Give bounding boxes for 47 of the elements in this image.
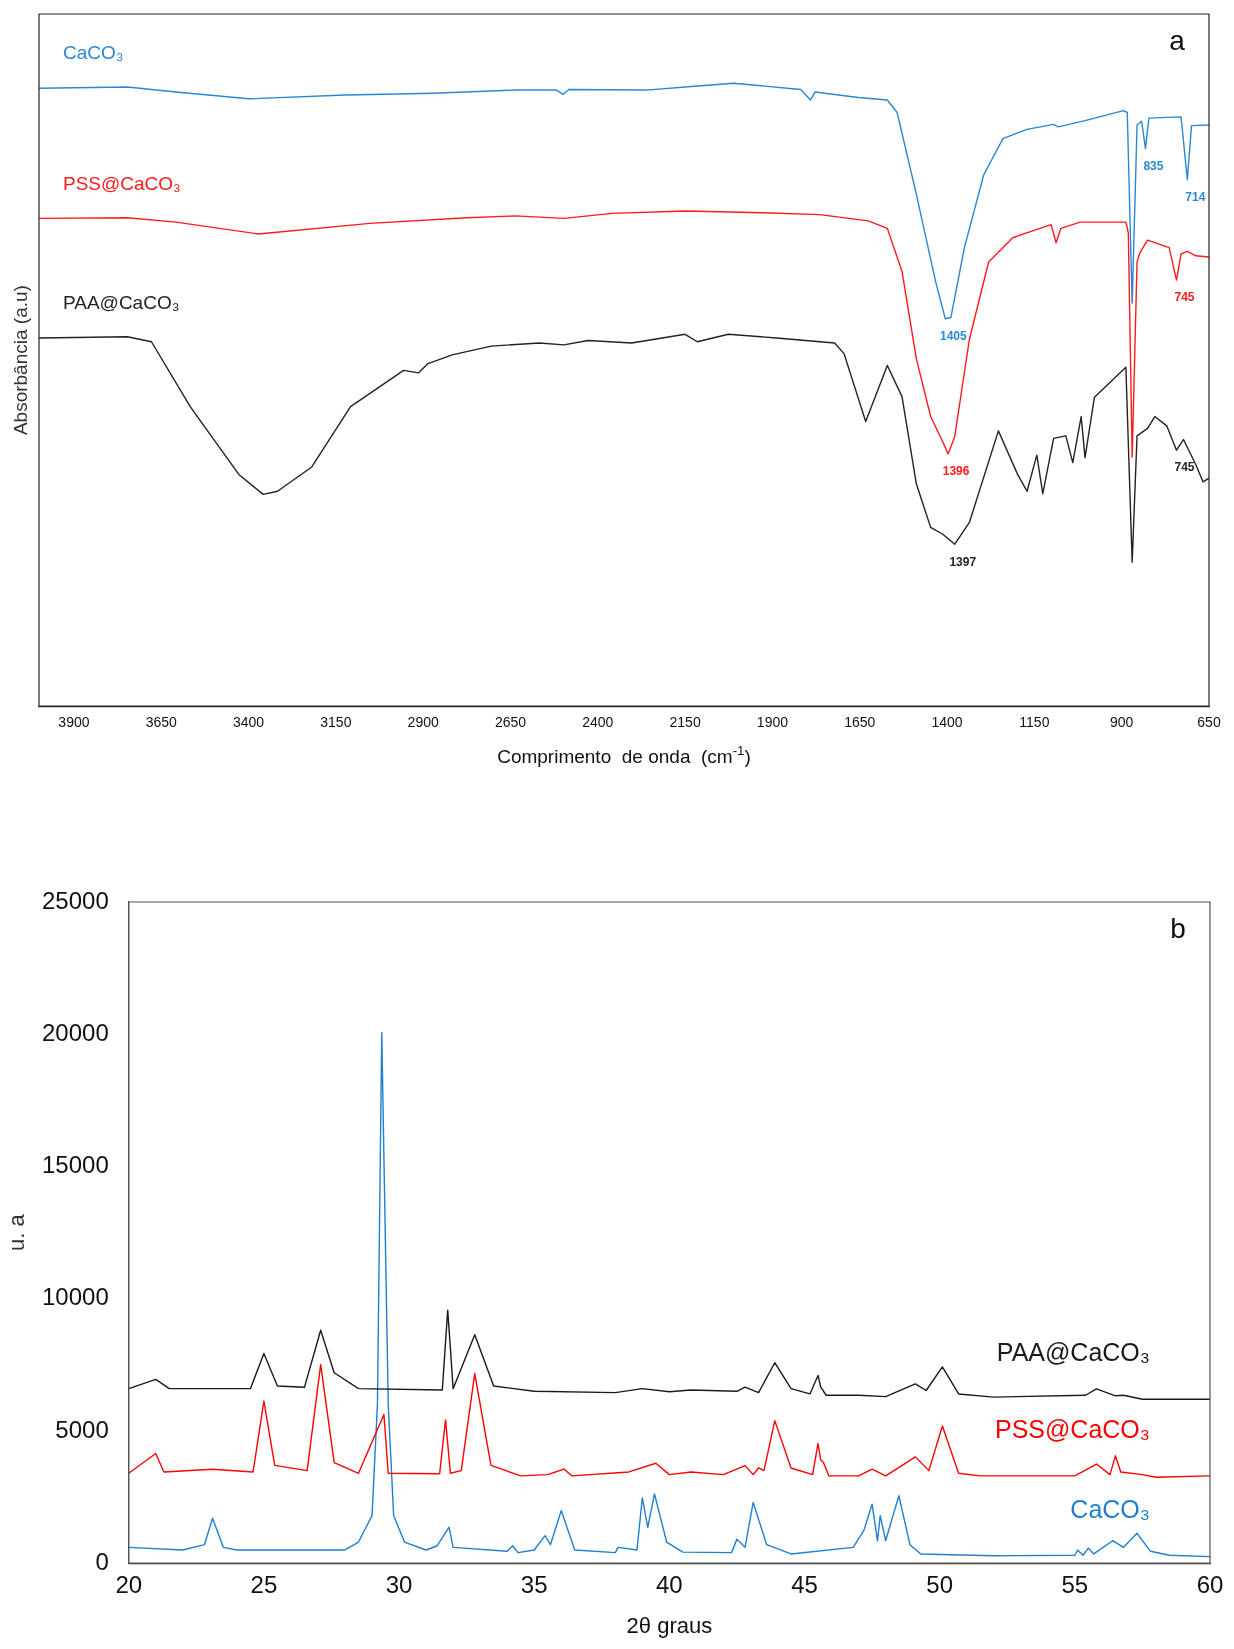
x-axis-title: 2θ graus <box>626 1613 713 1639</box>
x-tick-label: 1150 <box>1019 714 1050 731</box>
x-tick-label: 60 <box>1196 1571 1224 1599</box>
text: a <box>1169 24 1186 56</box>
y-tick-label: 10000 <box>41 1283 109 1311</box>
y-tick-label: 5000 <box>55 1415 109 1443</box>
x-tick-label: 1650 <box>844 714 876 731</box>
series-label: CaCO₃ <box>63 42 124 64</box>
series-label: PAA@CaCO₃ <box>63 292 180 314</box>
annotation: 745 <box>1174 290 1195 305</box>
x-tick-label: 30 <box>385 1571 413 1599</box>
y-tick-label: 20000 <box>41 1018 109 1046</box>
y-axis-title: u. a <box>4 1213 30 1251</box>
x-tick-label: 1900 <box>756 714 789 731</box>
x-tick-label: 3150 <box>320 714 352 731</box>
y-tick-label: 25000 <box>41 886 109 914</box>
series-label: CaCO₃ <box>1070 1495 1150 1524</box>
x-tick-label: 55 <box>1061 1571 1089 1599</box>
x-tick-label: 20 <box>115 1571 143 1599</box>
annotation: 1405 <box>939 329 967 344</box>
y-tick-label: 0 <box>95 1547 109 1575</box>
x-tick-label: 900 <box>1110 714 1134 731</box>
x-tick-label: 35 <box>520 1571 548 1599</box>
y-tick-label: 15000 <box>41 1151 109 1179</box>
x-tick-label: 3900 <box>58 714 90 731</box>
annotation: 745 <box>1174 460 1195 475</box>
x-tick-label: 2650 <box>494 714 527 731</box>
x-tick-label: 45 <box>791 1571 818 1599</box>
annotation: 835 <box>1143 158 1164 173</box>
annotation: 1397 <box>949 554 977 569</box>
annotation: 714 <box>1185 190 1206 205</box>
series-label: PSS@CaCO₃ <box>994 1414 1151 1443</box>
x-tick-label: 650 <box>1197 714 1221 731</box>
series-label: PSS@CaCO₃ <box>63 172 181 194</box>
x-tick-label: 2150 <box>669 714 701 731</box>
annotation: 1396 <box>942 464 970 479</box>
x-tick-label: 3400 <box>232 714 265 731</box>
x-tick-label: 2400 <box>582 714 614 731</box>
annotation: b <box>1170 912 1186 944</box>
x-tick-label: 25 <box>250 1571 278 1599</box>
x-tick-label: 2900 <box>407 714 439 731</box>
x-tick-label: 3650 <box>145 714 178 731</box>
x-tick-label: 1400 <box>931 714 963 731</box>
series-label: PAA@CaCO₃ <box>996 1338 1150 1367</box>
x-tick-label: 50 <box>926 1571 954 1599</box>
y-axis-title: Absorbância (a.u) <box>10 285 32 436</box>
x-tick-label: 40 <box>656 1571 683 1599</box>
